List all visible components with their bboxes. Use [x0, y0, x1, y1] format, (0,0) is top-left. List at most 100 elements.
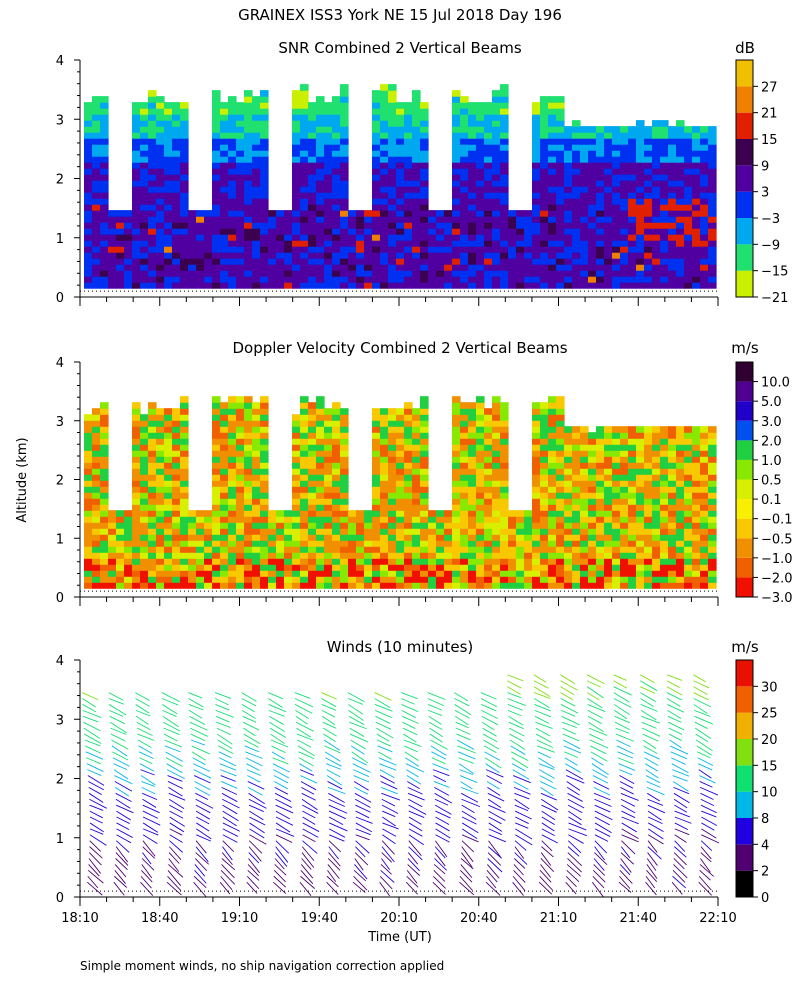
heatmap-cell — [548, 126, 557, 133]
heatmap-cell — [220, 420, 229, 427]
heatmap-cell — [164, 468, 173, 475]
heatmap-cell — [620, 492, 629, 499]
heatmap-cell — [612, 552, 621, 559]
heatmap-cell — [236, 420, 245, 427]
heatmap-cell — [228, 174, 237, 181]
heatmap-cell — [612, 534, 621, 541]
heatmap-cell — [300, 450, 309, 457]
heatmap-cell — [508, 564, 517, 571]
heatmap-cell — [140, 480, 149, 487]
heatmap-cell — [492, 120, 501, 127]
heatmap-cell — [484, 252, 493, 259]
heatmap-cell — [588, 144, 597, 151]
heatmap-cell — [516, 540, 525, 547]
heatmap-cell — [596, 438, 605, 445]
heatmap-cell — [132, 438, 141, 445]
heatmap-cell — [612, 432, 621, 439]
wind-barb — [276, 841, 289, 854]
heatmap-cell — [612, 570, 621, 577]
heatmap-cell — [92, 420, 101, 427]
heatmap-cell — [500, 102, 509, 109]
heatmap-cell — [572, 174, 581, 181]
heatmap-cell — [212, 522, 221, 529]
heatmap-cell — [556, 522, 565, 529]
heatmap-cell — [652, 120, 661, 127]
heatmap-cell — [388, 180, 397, 187]
heatmap-cell — [468, 120, 477, 127]
heatmap-cell — [100, 162, 109, 169]
heatmap-cell — [548, 564, 557, 571]
heatmap-cell — [628, 192, 637, 199]
heatmap-cell — [492, 420, 501, 427]
heatmap-cell — [220, 168, 229, 175]
heatmap-cell — [428, 570, 437, 577]
heatmap-cell — [444, 210, 453, 217]
heatmap-cell — [644, 492, 653, 499]
heatmap-cell — [564, 192, 573, 199]
heatmap-cell — [140, 276, 149, 283]
heatmap-cell — [380, 540, 389, 547]
heatmap-cell — [468, 432, 477, 439]
heatmap-cell — [204, 210, 213, 217]
heatmap-cell — [148, 102, 157, 109]
heatmap-cell — [84, 426, 93, 433]
heatmap-cell — [412, 558, 421, 565]
heatmap-cell — [572, 516, 581, 523]
heatmap-cell — [492, 228, 501, 235]
heatmap-cell — [204, 282, 213, 289]
heatmap-cell — [364, 246, 373, 253]
heatmap-cell — [476, 252, 485, 259]
heatmap-cell — [308, 540, 317, 547]
heatmap-cell — [556, 534, 565, 541]
heatmap-cell — [396, 528, 405, 535]
heatmap-cell — [452, 156, 461, 163]
heatmap-cell — [412, 114, 421, 121]
heatmap-cell — [628, 156, 637, 163]
heatmap-cell — [92, 222, 101, 229]
heatmap-cell — [180, 264, 189, 271]
heatmap-cell — [532, 474, 541, 481]
heatmap-cell — [236, 396, 245, 403]
heatmap-cell — [180, 516, 189, 523]
heatmap-cell — [252, 270, 261, 277]
heatmap-cell — [604, 432, 613, 439]
heatmap-cell — [580, 282, 589, 289]
heatmap-cell — [252, 246, 261, 253]
heatmap-cell — [620, 174, 629, 181]
heatmap-cell — [556, 432, 565, 439]
wind-barb — [170, 841, 183, 853]
heatmap-cell — [324, 102, 333, 109]
heatmap-cell — [692, 168, 701, 175]
heatmap-cell — [484, 414, 493, 421]
heatmap-cell — [292, 444, 301, 451]
wind-barb — [513, 770, 529, 780]
heatmap-cell — [588, 138, 597, 145]
heatmap-cell — [492, 144, 501, 151]
heatmap-cell — [180, 150, 189, 157]
heatmap-cell — [412, 540, 421, 547]
wind-barb — [541, 793, 557, 800]
heatmap-cell — [700, 498, 709, 505]
heatmap-cell — [468, 468, 477, 475]
heatmap-cell — [156, 240, 165, 247]
heatmap-cell — [92, 432, 101, 439]
heatmap-cell — [388, 516, 397, 523]
heatmap-cell — [452, 534, 461, 541]
heatmap-cell — [396, 144, 405, 151]
wind-barb — [196, 835, 211, 841]
heatmap-cell — [108, 552, 117, 559]
heatmap-cell — [556, 126, 565, 133]
heatmap-cell — [556, 234, 565, 241]
wind-barb — [354, 776, 369, 782]
heatmap-cell — [260, 258, 269, 265]
heatmap-cell — [580, 522, 589, 529]
heatmap-cell — [380, 228, 389, 235]
heatmap-cell — [404, 138, 413, 145]
heatmap-cell — [628, 582, 637, 589]
heatmap-cell — [692, 186, 701, 193]
heatmap-cell — [468, 414, 477, 421]
heatmap-cell — [196, 582, 205, 589]
heatmap-cell — [180, 420, 189, 427]
heatmap-cell — [340, 564, 349, 571]
